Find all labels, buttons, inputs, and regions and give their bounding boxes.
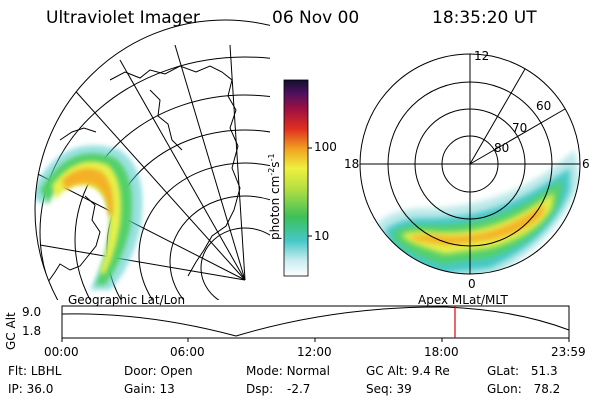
info-glat: GLat: 51.3	[487, 364, 558, 378]
mlt-label-0: 0	[468, 277, 476, 290]
header-date: 06 Nov 00	[272, 8, 360, 28]
info-dsp: Dsp: -2.7	[246, 382, 311, 396]
info-ip: IP: 36.0	[8, 382, 54, 396]
colorbar-tick-10: 10	[314, 229, 330, 243]
colorbar	[283, 79, 312, 277]
mlt-label-6: 6	[582, 157, 590, 171]
timeline-ytick-low: 1.8	[22, 324, 42, 338]
header-time: 18:35:20 UT	[432, 8, 537, 28]
info-flt: Flt: LBHL	[8, 364, 62, 378]
aurora-oval-polar	[375, 150, 580, 274]
polar-mlt-panel: 12 18 6 0 60 70 80	[344, 49, 590, 290]
timeline-xtick-2359: 23:59	[551, 345, 586, 359]
right-panel-caption: Apex MLat/MLT	[418, 293, 508, 307]
info-mode: Mode: Normal	[246, 364, 330, 378]
info-glon: GLon: 78.2	[487, 382, 561, 396]
info-seq: Seq: 39	[366, 382, 412, 396]
timeline-xtick-0600: 06:00	[170, 345, 205, 359]
left-panel-caption: Geographic Lat/Lon	[68, 293, 186, 307]
colorbar-label: photon cm-2s-1	[267, 153, 282, 240]
mlat-label-60: 60	[536, 99, 551, 113]
altitude-timeline	[61, 305, 570, 342]
geographic-globe-panel	[34, 19, 270, 300]
aurora-oval-geographic	[35, 145, 143, 290]
mlt-label-18: 18	[344, 157, 359, 171]
info-gain: Gain: 13	[124, 382, 175, 396]
app-title: Ultraviolet Imager	[46, 8, 200, 28]
mlat-label-70: 70	[512, 121, 527, 135]
timeline-xtick-0000: 00:00	[44, 345, 79, 359]
timeline-xtick-1200: 12:00	[297, 345, 332, 359]
mlt-label-12: 12	[474, 49, 489, 63]
timeline-ytick-high: 9.0	[22, 305, 42, 319]
info-door: Door: Open	[124, 364, 193, 378]
mlat-label-80: 80	[494, 141, 509, 155]
timeline-xtick-1800: 18:00	[424, 345, 459, 359]
info-gc-alt: GC Alt: 9.4 Re	[366, 364, 450, 378]
colorbar-tick-100: 100	[314, 140, 337, 154]
timeline-ylabel: GC Alt	[4, 312, 18, 350]
continent-outlines	[47, 65, 241, 283]
